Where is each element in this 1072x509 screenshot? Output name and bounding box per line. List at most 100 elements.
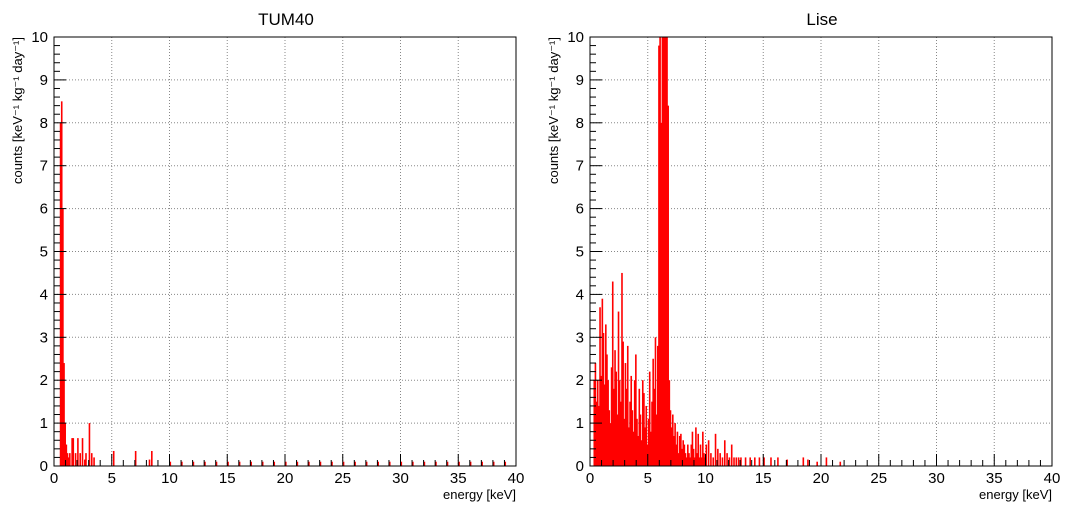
histogram-bar bbox=[668, 380, 671, 466]
y-tick-label: 4 bbox=[40, 286, 48, 303]
histogram-bar bbox=[754, 457, 756, 466]
histogram-bar bbox=[469, 461, 472, 466]
chart-panel-lise: Lise 0 5 10 15 20 25 30 35 40 0 1 2 3 4 5 6 7 8 9 10 energy [… bbox=[536, 0, 1072, 509]
y-tick-label: 1 bbox=[576, 415, 584, 432]
histogram-bar bbox=[617, 311, 620, 466]
histogram-bar bbox=[606, 354, 608, 466]
histogram-bar bbox=[692, 448, 695, 466]
histogram-bar bbox=[181, 461, 183, 466]
y-tick-label: 10 bbox=[567, 29, 584, 46]
histogram-bar bbox=[641, 380, 644, 466]
histogram-bar bbox=[204, 461, 206, 466]
histogram-bar bbox=[621, 272, 623, 466]
histogram-bar bbox=[682, 440, 684, 466]
y-tick-label: 2 bbox=[40, 372, 48, 389]
histogram-bar bbox=[603, 384, 606, 466]
y-tick-label: 0 bbox=[40, 458, 48, 475]
histogram-bar bbox=[81, 438, 84, 466]
histogram-bar bbox=[674, 423, 676, 466]
x-tick-label: 5 bbox=[644, 470, 652, 487]
histogram-bar bbox=[723, 440, 726, 466]
histogram-bar bbox=[688, 453, 690, 466]
histogram-bar bbox=[717, 448, 719, 466]
histogram-bar bbox=[67, 457, 70, 466]
x-tick-label: 0 bbox=[50, 470, 58, 487]
histogram-bar bbox=[726, 453, 728, 466]
histogram-bar bbox=[605, 324, 607, 466]
y-tick-label: 9 bbox=[576, 72, 584, 89]
histogram-bar bbox=[354, 461, 356, 466]
histogram-bar bbox=[134, 450, 137, 466]
histogram-bar bbox=[705, 444, 708, 466]
histogram-bar bbox=[647, 418, 650, 466]
histogram-bar bbox=[64, 423, 66, 466]
histogram-bar bbox=[654, 337, 657, 466]
x-tick-label: 35 bbox=[450, 470, 467, 487]
histogram-bar bbox=[595, 401, 598, 466]
y-tick-label: 5 bbox=[40, 244, 48, 261]
histogram-bar bbox=[698, 457, 701, 466]
histogram-bar bbox=[250, 461, 252, 466]
histogram-bar bbox=[192, 461, 195, 466]
histogram-bar bbox=[685, 457, 688, 466]
histogram-bar bbox=[763, 457, 765, 466]
histogram-bar bbox=[640, 440, 643, 466]
histogram-bar bbox=[631, 410, 634, 466]
histogram-bar bbox=[710, 453, 712, 466]
histogram-bar bbox=[261, 461, 264, 466]
histogram-bar bbox=[702, 431, 704, 466]
histogram-bar bbox=[712, 457, 715, 466]
x-tick-label: 15 bbox=[219, 470, 236, 487]
y-tick-label: 1 bbox=[40, 415, 48, 432]
histogram-bar bbox=[626, 345, 629, 466]
histogram-bar bbox=[636, 418, 638, 466]
x-axis: 0 5 10 15 20 25 30 35 40 bbox=[586, 454, 1061, 487]
histogram-bar bbox=[825, 457, 828, 466]
histogram-bar bbox=[93, 457, 95, 466]
histogram-bar bbox=[733, 457, 735, 466]
histogram-bar bbox=[112, 450, 115, 466]
histogram-bar bbox=[623, 418, 626, 466]
histogram-bar bbox=[169, 461, 172, 466]
x-tick-label: 30 bbox=[928, 470, 945, 487]
histogram-bar bbox=[661, 37, 664, 466]
histogram-bar bbox=[740, 457, 742, 466]
histogram-bar bbox=[365, 461, 368, 466]
histogram-bar bbox=[598, 405, 600, 466]
bars bbox=[59, 101, 507, 466]
grid bbox=[590, 37, 1052, 466]
histogram-bar bbox=[690, 444, 693, 466]
histogram-bar bbox=[638, 388, 641, 466]
histogram-bar bbox=[71, 438, 73, 466]
histogram-bar bbox=[676, 431, 679, 466]
x-axis-label: energy [keV] bbox=[979, 487, 1052, 502]
x-tick-label: 30 bbox=[392, 470, 409, 487]
x-axis: 0 5 10 15 20 25 30 35 40 bbox=[50, 454, 524, 487]
histogram-bar bbox=[148, 459, 151, 466]
histogram-bar bbox=[60, 101, 63, 466]
histogram-bar bbox=[662, 37, 665, 466]
histogram-bar bbox=[423, 461, 426, 466]
x-axis-label: energy [keV] bbox=[443, 487, 516, 502]
histogram-bar bbox=[610, 367, 613, 466]
histogram-bar bbox=[66, 453, 69, 466]
x-tick-label: 40 bbox=[1044, 470, 1061, 487]
histogram-bar bbox=[435, 461, 437, 466]
histogram-bar bbox=[600, 375, 602, 466]
histogram-bar bbox=[672, 414, 674, 466]
histogram-bar bbox=[669, 410, 672, 466]
y-tick-label: 0 bbox=[576, 458, 584, 475]
histogram-bar bbox=[700, 457, 703, 466]
histogram-bar bbox=[660, 122, 663, 466]
histogram-bar bbox=[625, 388, 628, 466]
histogram-bar bbox=[308, 461, 310, 466]
histogram-bar bbox=[635, 354, 637, 466]
histogram-bar bbox=[656, 345, 659, 466]
histogram-bar bbox=[622, 341, 624, 466]
histogram-bar bbox=[728, 457, 731, 466]
x-tick-label: 20 bbox=[277, 470, 294, 487]
histogram-bar bbox=[655, 414, 658, 466]
histogram-bar bbox=[703, 453, 705, 466]
histogram-bar bbox=[802, 457, 805, 466]
histogram-bar bbox=[735, 457, 738, 466]
